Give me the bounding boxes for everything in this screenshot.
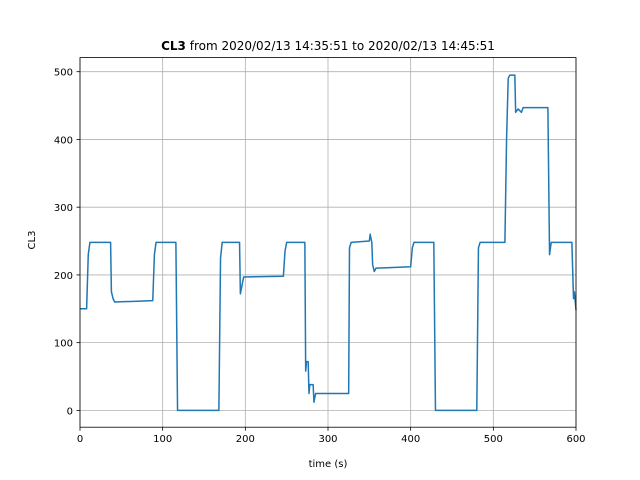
y-tick-label: 500 bbox=[54, 68, 73, 79]
x-tick-label: 0 bbox=[77, 434, 83, 445]
x-axis-label: time (s) bbox=[309, 459, 348, 470]
chart-title: CL3 from 2020/02/13 14:35:51 to 2020/02/… bbox=[161, 39, 495, 53]
title-rest: from 2020/02/13 14:35:51 to 2020/02/13 1… bbox=[190, 39, 495, 53]
y-tick-label: 400 bbox=[54, 135, 73, 146]
x-tick-label: 200 bbox=[236, 434, 255, 445]
line bbox=[80, 74, 577, 412]
title-bold: CL3 bbox=[161, 39, 186, 53]
y-tick-label: 200 bbox=[54, 271, 73, 282]
x-tick-label: 300 bbox=[318, 434, 337, 445]
x-tick-label: 600 bbox=[566, 434, 585, 445]
x-tick-label: 400 bbox=[401, 434, 420, 445]
x-tick-label: 100 bbox=[153, 434, 172, 445]
y-tick-label: 0 bbox=[67, 406, 73, 417]
x-tick-label: 500 bbox=[484, 434, 503, 445]
plot-frame bbox=[79, 57, 577, 428]
y-axis-label: CL3 bbox=[27, 231, 38, 250]
y-tick-label: 300 bbox=[54, 203, 73, 214]
y-tick-label: 100 bbox=[54, 339, 73, 350]
